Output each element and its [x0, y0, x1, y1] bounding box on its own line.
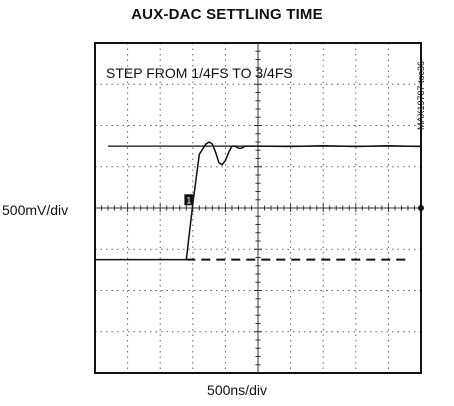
reference-lines [108, 145, 421, 261]
x-axis-label: 500ns/div [207, 382, 267, 398]
step-annotation: STEP FROM 1/4FS TO 3/4FS [106, 65, 293, 81]
waveform-trace [95, 141, 422, 261]
y-axis-label: 500mV/div [2, 202, 69, 218]
chart-title: AUX-DAC SETTLING TIME [131, 6, 323, 23]
plot-frame [94, 42, 422, 374]
channel-marker-label: 1 [186, 195, 191, 205]
scope-grid [94, 42, 424, 374]
channel-marker: 1 [184, 194, 194, 206]
